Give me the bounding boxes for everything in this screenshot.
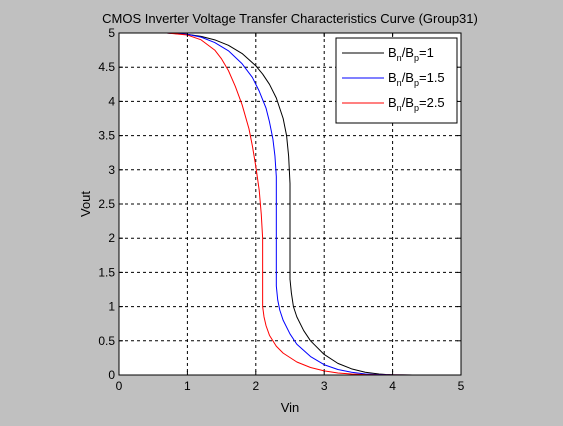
legend: Bn/Bp=1Bn/Bp=1.5Bn/Bp=2.5 — [335, 37, 458, 124]
legend-subscript: p — [414, 103, 419, 113]
legend-subscript: n — [397, 78, 402, 88]
y-axis-label: Vout — [78, 191, 93, 217]
legend-entry: Bn/Bp=1.5 — [388, 70, 445, 88]
legend-subscript: n — [397, 53, 402, 63]
y-tick-label: 2 — [108, 231, 115, 245]
legend-text-part: /B — [402, 70, 414, 85]
series-line — [119, 32, 461, 376]
chart-title: CMOS Inverter Voltage Transfer Character… — [102, 11, 478, 26]
y-tick-label: 4 — [108, 94, 115, 108]
legend-text-part: /B — [402, 95, 414, 110]
legend-text-part: =2.5 — [419, 95, 445, 110]
legend-entry: Bn/Bp=1 — [388, 45, 434, 63]
y-tick-label: 4.5 — [98, 60, 115, 74]
x-tick-label: 3 — [321, 379, 328, 393]
legend-subscript: p — [414, 53, 419, 63]
axis-ticks: 0 1 2 3 4 5 0 0.5 1 1.5 2 2.5 3 3.5 4 4.5 5 — [98, 26, 464, 393]
x-tick-label: 4 — [389, 379, 396, 393]
legend-box — [335, 37, 458, 124]
series-line — [119, 32, 461, 376]
x-tick-label: 2 — [252, 379, 259, 393]
x-tick-label: 1 — [184, 379, 191, 393]
y-tick-label: 1 — [108, 300, 115, 314]
y-tick-label: 3 — [108, 163, 115, 177]
legend-text-part: =1.5 — [419, 70, 445, 85]
legend-text-part: B — [388, 95, 397, 110]
x-tick-label: 0 — [116, 379, 123, 393]
legend-text-part: /B — [402, 45, 414, 60]
y-tick-label: 5 — [108, 26, 115, 40]
y-tick-label: 0 — [108, 368, 115, 382]
legend-entry: Bn/Bp=2.5 — [388, 95, 445, 113]
y-tick-label: 3.5 — [98, 129, 115, 143]
legend-text-part: =1 — [419, 45, 434, 60]
x-axis-label: Vin — [281, 400, 300, 415]
legend-text-part: B — [388, 45, 397, 60]
x-tick-label: 5 — [458, 379, 465, 393]
y-tick-label: 0.5 — [98, 334, 115, 348]
series-line — [119, 32, 461, 376]
y-tick-label: 2.5 — [98, 197, 115, 211]
legend-subscript: n — [397, 103, 402, 113]
series-layer — [119, 32, 461, 376]
grid-lines — [119, 33, 461, 375]
legend-subscript: p — [414, 78, 419, 88]
y-tick-label: 1.5 — [98, 265, 115, 279]
legend-text-part: B — [388, 70, 397, 85]
